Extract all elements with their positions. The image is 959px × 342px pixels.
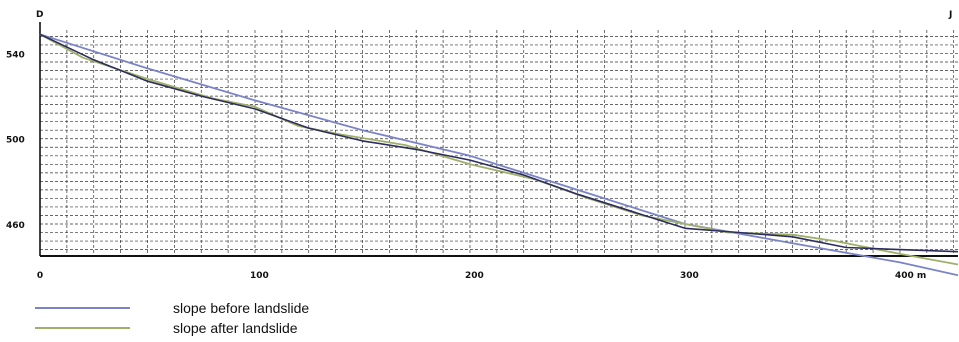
tick-labels: 0 100 200 300 400 m 460 500 540	[6, 50, 926, 281]
legend-item-before: slope before landslide	[35, 298, 309, 318]
y-tick-label: 460	[6, 221, 25, 231]
x-tick-label: 400 m	[895, 271, 926, 281]
corner-label-left: D	[36, 10, 44, 20]
x-tick-label: 300	[680, 271, 699, 281]
x-tick-label: 200	[465, 271, 484, 281]
legend-item-after: slope after landslide	[35, 318, 298, 338]
x-tick-label: 0	[37, 271, 43, 281]
series-line-2	[39, 33, 959, 266]
y-tick-label: 500	[6, 136, 25, 146]
legend-label-before: slope before landslide	[173, 300, 310, 316]
series-line-3	[39, 33, 959, 253]
series-line-1	[39, 33, 959, 277]
corner-label-right: J	[949, 10, 953, 20]
legend-swatch-after	[35, 327, 130, 329]
axes	[39, 22, 958, 257]
legend-label-after: slope after landslide	[173, 320, 298, 336]
series-lines	[39, 33, 959, 277]
x-tick-label: 100	[250, 271, 269, 281]
grid	[40, 30, 958, 256]
y-tick-label: 540	[6, 50, 25, 60]
legend-swatch-before	[35, 307, 130, 309]
